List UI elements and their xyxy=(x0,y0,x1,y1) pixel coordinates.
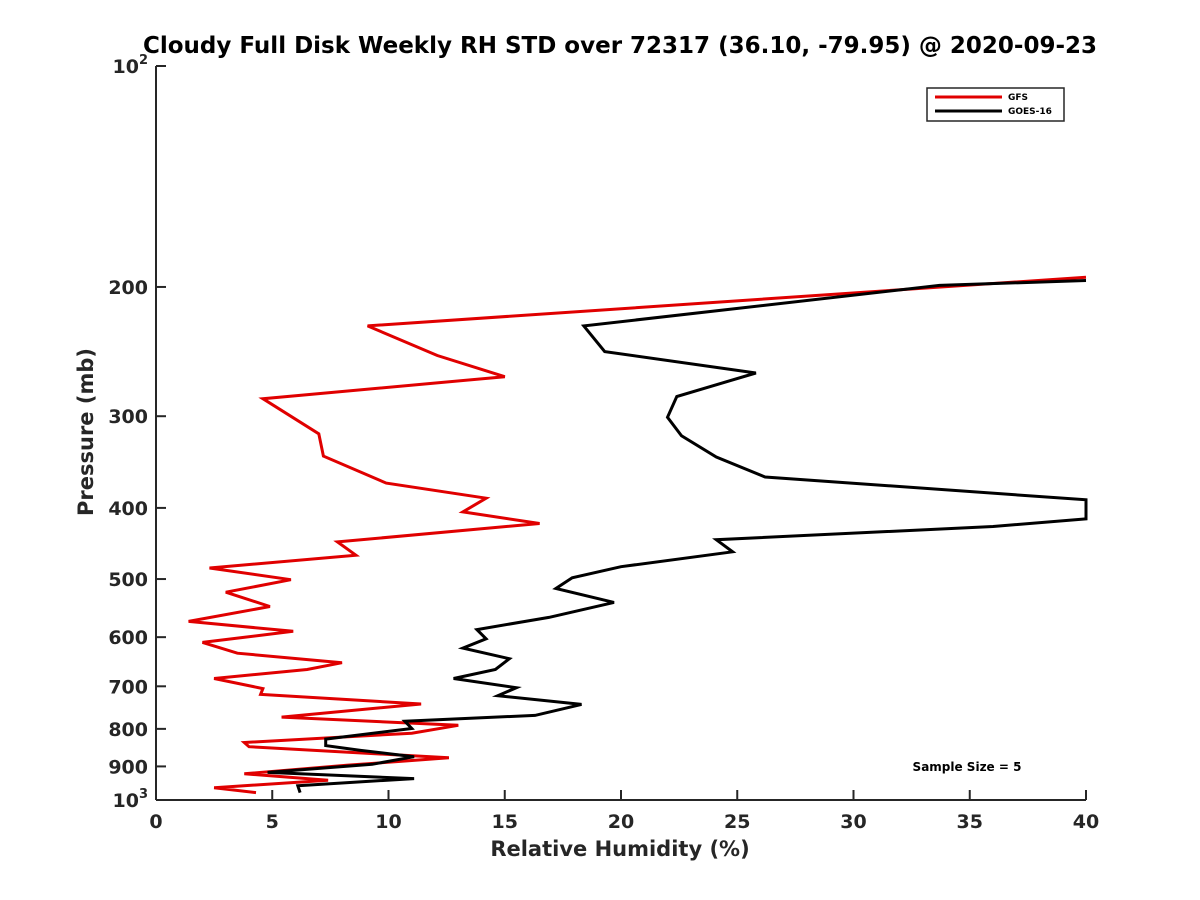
x-tick-label: 35 xyxy=(957,811,983,833)
y-tick-label: 102 xyxy=(113,53,149,78)
y-tick-label: 900 xyxy=(108,756,148,778)
y-axis-label: Pressure (mb) xyxy=(74,348,98,516)
y-tick-label: 500 xyxy=(108,569,148,591)
legend-label: GFS xyxy=(1008,93,1028,103)
y-tick-label: 400 xyxy=(108,498,148,520)
sample-size-annotation: Sample Size = 5 xyxy=(913,760,1022,774)
plot-area: 0 5 10 15 20 25 30 35 40 102 200 300 400 500 600 700 800… xyxy=(108,53,1099,833)
legend-label: GOES-16 xyxy=(1008,107,1052,117)
x-tick-label: 20 xyxy=(608,811,634,833)
y-tick-label: 800 xyxy=(108,719,148,741)
x-tick-label: 10 xyxy=(375,811,401,833)
x-tick-label: 15 xyxy=(492,811,518,833)
y-tick-label: 200 xyxy=(108,277,148,299)
x-tick-label: 25 xyxy=(724,811,750,833)
series-line-goes-16 xyxy=(267,279,1088,794)
series-line-gfs xyxy=(188,275,1087,795)
y-tick-label: 103 xyxy=(113,787,149,812)
x-axis-label: Relative Humidity (%) xyxy=(490,837,749,861)
x-tick-label: 0 xyxy=(149,811,162,833)
legend-box xyxy=(926,87,1065,122)
x-tick-label: 40 xyxy=(1073,811,1099,833)
y-tick-label: 300 xyxy=(108,406,148,428)
x-tick-label: 30 xyxy=(840,811,866,833)
y-tick-label: 700 xyxy=(108,676,148,698)
x-tick-label: 5 xyxy=(266,811,279,833)
legend: GFS GOES-16 xyxy=(926,87,1065,122)
y-tick-label: 600 xyxy=(108,627,148,649)
chart-title: Cloudy Full Disk Weekly RH STD over 7231… xyxy=(143,33,1097,59)
